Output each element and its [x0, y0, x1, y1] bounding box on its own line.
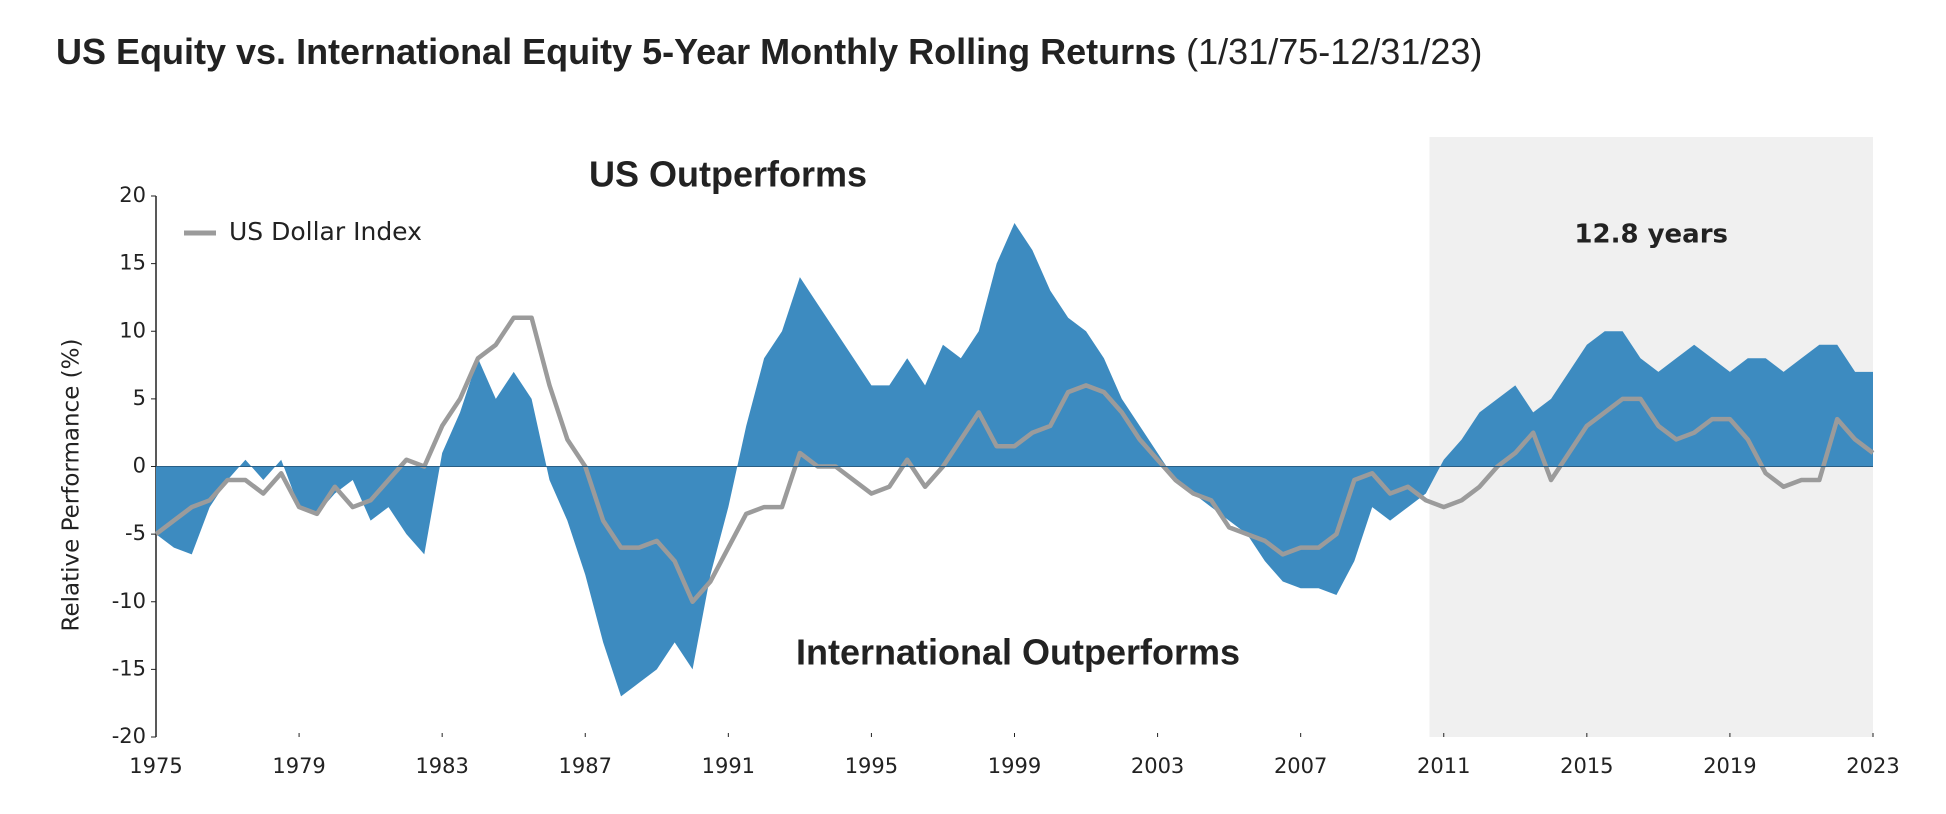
- x-tick-label: 1979: [272, 754, 325, 778]
- y-tick-label: 20: [119, 183, 146, 207]
- highlight-label: 12.8 years: [1574, 220, 1728, 250]
- title-note: (1/31/75-12/31/23): [1186, 31, 1482, 72]
- x-tick-label: 2015: [1560, 754, 1613, 778]
- area: [156, 223, 1873, 697]
- x-tick-label: 1975: [129, 754, 182, 778]
- y-axis-label: Relative Performance (%): [59, 339, 85, 632]
- y-tick-label: -20: [112, 724, 146, 748]
- x-tick-label: 1987: [559, 754, 612, 778]
- y-tick-label: 0: [133, 454, 146, 478]
- title-main: US Equity vs. International Equity 5-Yea…: [56, 31, 1176, 72]
- annotation: US Outperforms: [589, 154, 867, 195]
- y-tick-label: -15: [112, 656, 146, 680]
- x-tick-label: 1991: [702, 754, 755, 778]
- x-tick-label: 1983: [415, 754, 468, 778]
- x-tick-label: 1999: [988, 754, 1041, 778]
- x-tick-label: 1995: [845, 754, 898, 778]
- x-tick-label: 2007: [1274, 754, 1327, 778]
- x-tick-label: 2019: [1703, 754, 1756, 778]
- line: [154, 315, 1875, 604]
- y-tick-label: 10: [119, 318, 146, 342]
- x-tick-label: 2003: [1131, 754, 1184, 778]
- y-tick-label: -10: [112, 589, 146, 613]
- y-tick-label: 15: [119, 251, 146, 275]
- x-tick-label: 2011: [1417, 754, 1470, 778]
- chart-title: US Equity vs. International Equity 5-Yea…: [56, 31, 1482, 72]
- legend-label: US Dollar Index: [229, 217, 422, 246]
- y-tick-label: 5: [133, 386, 146, 410]
- annotation: International Outperforms: [796, 632, 1240, 673]
- x-tick-label: 2023: [1846, 754, 1899, 778]
- y-tick-label: -5: [125, 521, 146, 545]
